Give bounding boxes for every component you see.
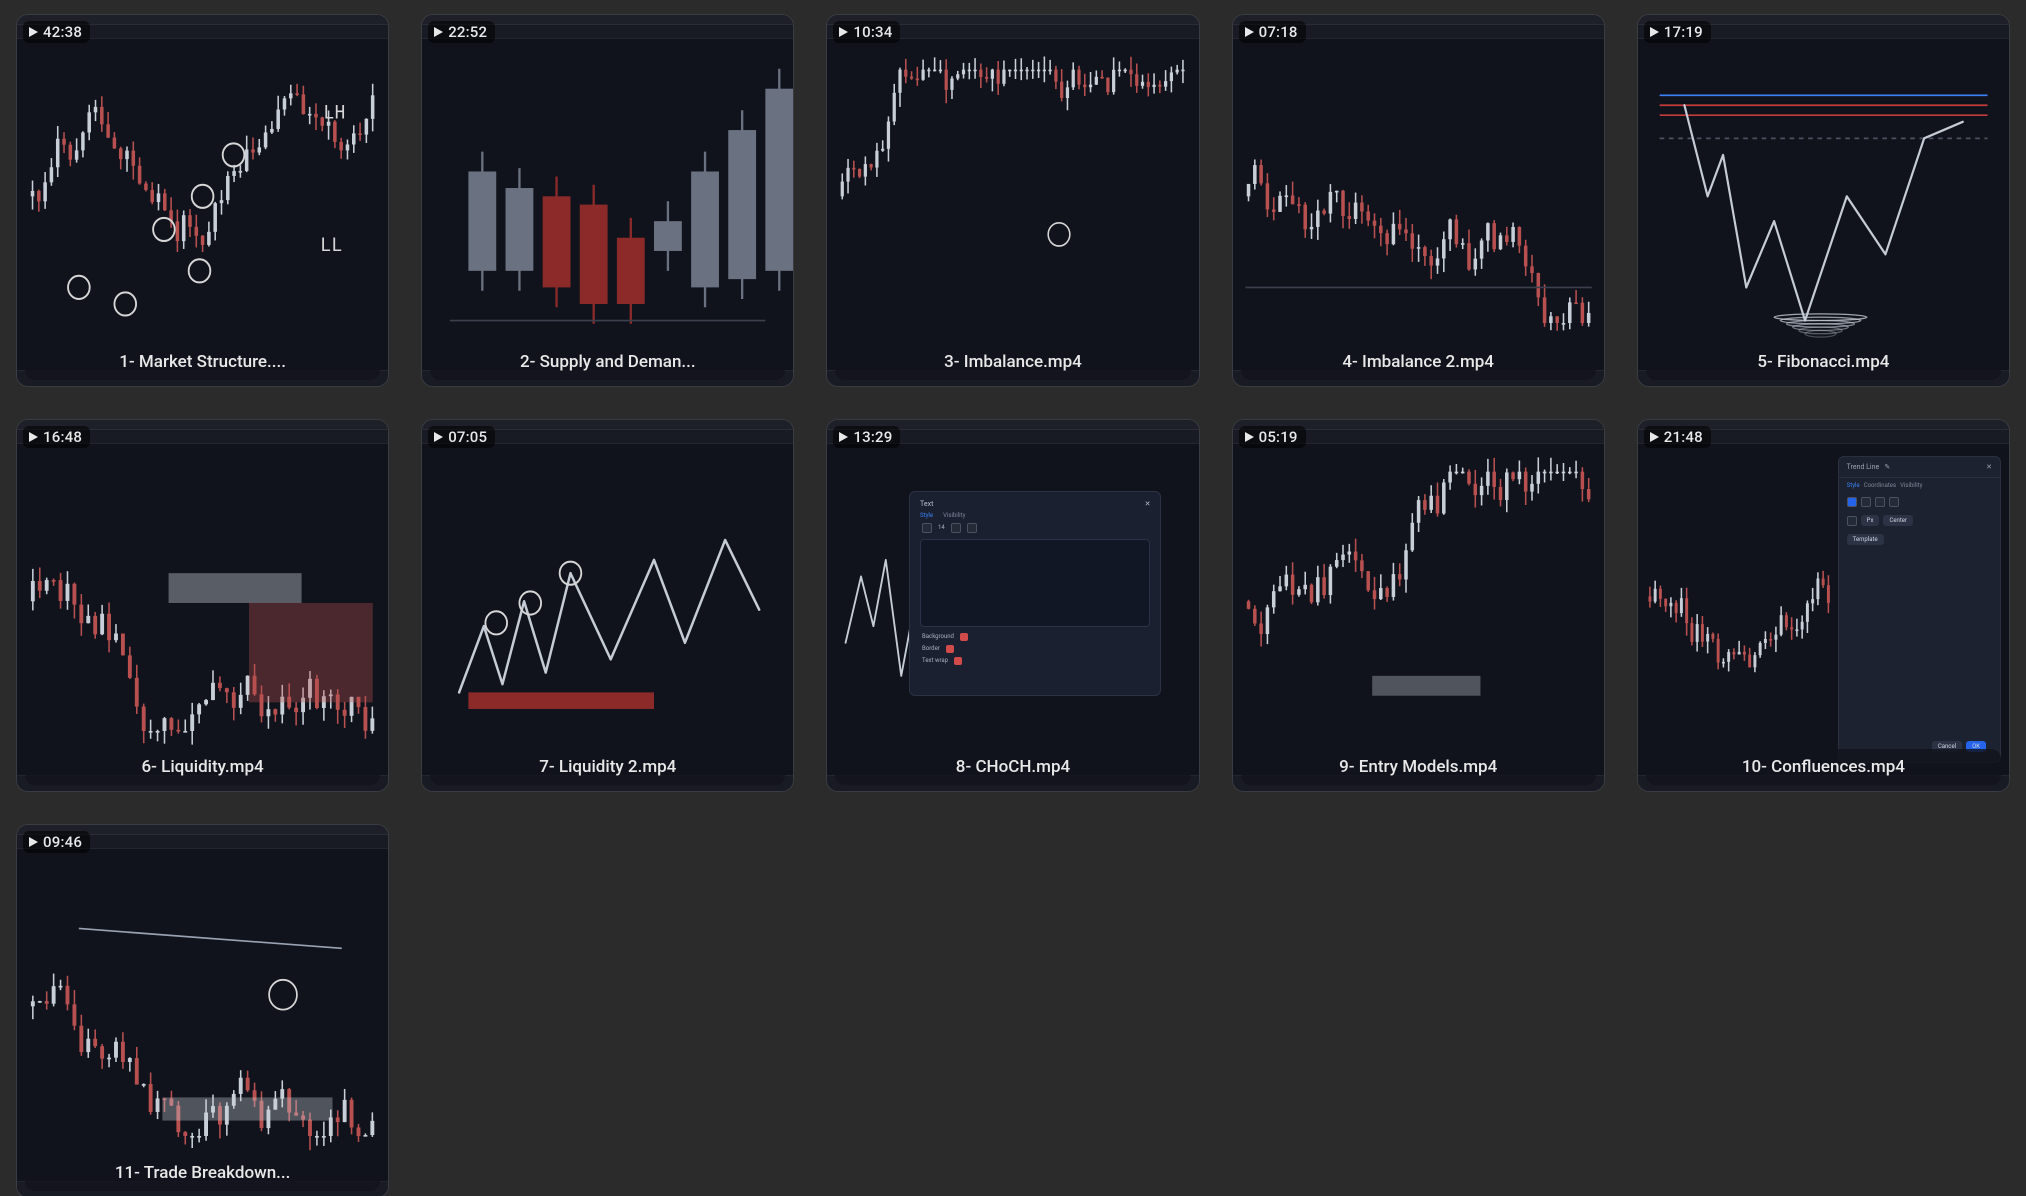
duration-badge: 09:46 — [23, 831, 90, 853]
svg-text:LL: LL — [320, 234, 342, 257]
play-icon — [1243, 26, 1255, 38]
play-icon — [27, 26, 39, 38]
thumbnail-image — [422, 420, 793, 791]
video-title: 1- Market Structure.... — [25, 344, 380, 380]
duration-text: 16:48 — [43, 428, 82, 446]
video-title: 4- Imbalance 2.mp4 — [1241, 344, 1596, 380]
play-icon — [1243, 431, 1255, 443]
video-grid: LH LL 42:38 1- Market Structure.... 22:52 2- … — [0, 0, 2026, 1196]
play-icon — [432, 431, 444, 443]
thumbnail-image — [1233, 420, 1604, 791]
video-title: 6- Liquidity.mp4 — [25, 749, 380, 785]
duration-text: 17:19 — [1664, 23, 1703, 41]
duration-badge: 07:05 — [428, 426, 495, 448]
video-thumbnail[interactable]: Trend Line ✎✕StyleCoordinatesVisibilityP… — [1637, 419, 2010, 792]
video-thumbnail[interactable]: 22:52 2- Supply and Deman... — [421, 14, 794, 387]
play-icon — [1648, 431, 1660, 443]
duration-badge: 13:29 — [833, 426, 900, 448]
video-title: 3- Imbalance.mp4 — [835, 344, 1190, 380]
video-title: 7- Liquidity 2.mp4 — [430, 749, 785, 785]
duration-text: 07:18 — [1259, 23, 1298, 41]
thumbnail-image: LH LL — [17, 15, 388, 386]
duration-badge: 21:48 — [1644, 426, 1711, 448]
duration-badge: 42:38 — [23, 21, 90, 43]
thumbnail-image — [422, 15, 793, 386]
duration-text: 10:34 — [853, 23, 892, 41]
video-title: 2- Supply and Deman... — [430, 344, 785, 380]
video-thumbnail[interactable]: 16:48 6- Liquidity.mp4 — [16, 419, 389, 792]
duration-text: 07:05 — [448, 428, 487, 446]
duration-text: 09:46 — [43, 833, 82, 851]
thumbnail-image — [827, 15, 1198, 386]
play-icon — [432, 26, 444, 38]
duration-text: 42:38 — [43, 23, 82, 41]
duration-badge: 07:18 — [1239, 21, 1306, 43]
thumbnail-image — [1638, 15, 2009, 386]
video-title: 10- Confluences.mp4 — [1646, 749, 2001, 785]
video-thumbnail[interactable]: 07:05 7- Liquidity 2.mp4 — [421, 419, 794, 792]
duration-badge: 22:52 — [428, 21, 495, 43]
video-title: 11- Trade Breakdown... — [25, 1155, 380, 1191]
duration-text: 22:52 — [448, 23, 487, 41]
thumbnail-image — [1233, 15, 1604, 386]
duration-badge: 16:48 — [23, 426, 90, 448]
video-title: 5- Fibonacci.mp4 — [1646, 344, 2001, 380]
thumbnail-image — [17, 825, 388, 1196]
thumbnail-image — [17, 420, 388, 791]
thumbnail-image: Text✕StyleVisibility14BackgroundBorderTe… — [827, 420, 1198, 791]
video-title: 9- Entry Models.mp4 — [1241, 749, 1596, 785]
video-thumbnail[interactable]: 07:18 4- Imbalance 2.mp4 — [1232, 14, 1605, 387]
play-icon — [837, 26, 849, 38]
duration-badge: 10:34 — [833, 21, 900, 43]
play-icon — [27, 431, 39, 443]
play-icon — [837, 431, 849, 443]
thumbnail-image: Trend Line ✎✕StyleCoordinatesVisibilityP… — [1638, 420, 2009, 791]
video-thumbnail[interactable]: LH LL 42:38 1- Market Structure.... — [16, 14, 389, 387]
duration-text: 21:48 — [1664, 428, 1703, 446]
duration-text: 13:29 — [853, 428, 892, 446]
duration-text: 05:19 — [1259, 428, 1298, 446]
video-thumbnail[interactable]: 09:46 11- Trade Breakdown... — [16, 824, 389, 1196]
play-icon — [1648, 26, 1660, 38]
video-title: 8- CHoCH.mp4 — [835, 749, 1190, 785]
play-icon — [27, 836, 39, 848]
duration-badge: 17:19 — [1644, 21, 1711, 43]
video-thumbnail[interactable]: 10:34 3- Imbalance.mp4 — [826, 14, 1199, 387]
duration-badge: 05:19 — [1239, 426, 1306, 448]
video-thumbnail[interactable]: 05:19 9- Entry Models.mp4 — [1232, 419, 1605, 792]
svg-text:LH: LH — [323, 102, 345, 125]
video-thumbnail[interactable]: Text✕StyleVisibility14BackgroundBorderTe… — [826, 419, 1199, 792]
video-thumbnail[interactable]: 17:19 5- Fibonacci.mp4 — [1637, 14, 2010, 387]
